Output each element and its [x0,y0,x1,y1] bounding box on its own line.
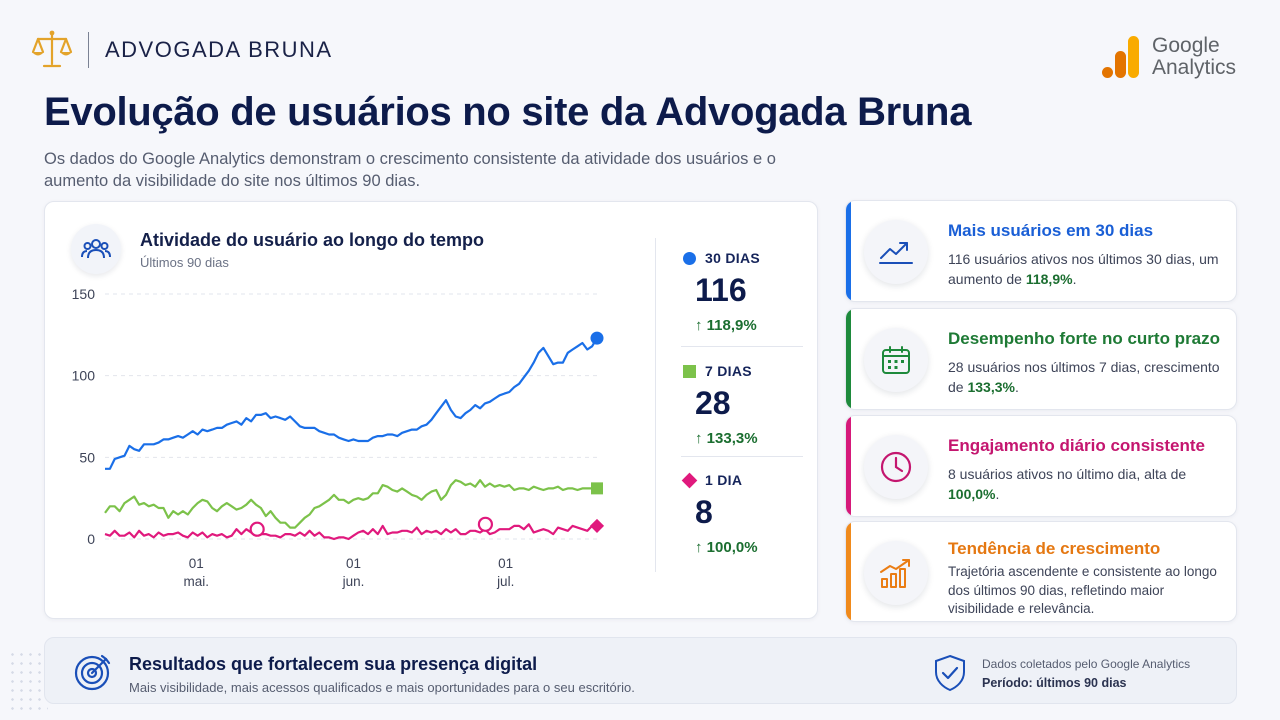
kpi-value: 116 [695,272,747,308]
y-tick-label: 50 [79,449,95,465]
calendar-icon [864,328,928,392]
highlight-point [477,516,494,532]
insight-text: 8 usuários ativos no último dia, alta de… [948,464,1228,504]
y-tick-label: 0 [87,531,95,547]
insight-title: Tendência de crescimento [948,539,1161,558]
insight-text: Trajetória ascendente e consistente ao l… [948,564,1217,616]
kpi-change: ↑ 100,0% [695,539,758,556]
kpi-separator [681,346,803,347]
insight-highlight: 118,9% [1025,271,1073,287]
line-chart: 0 50 100 150 01 mai. 01 jun. 01 jul. [72,286,605,589]
brand-header: ADVOGADA BRUNA [30,28,333,72]
clock-icon [864,435,928,499]
kpi-value: 28 [695,385,731,421]
page-subtitle: Os dados do Google Analytics demonstram … [44,150,776,190]
end-point-30-dias [590,331,604,345]
series-line-30-dias [105,337,598,470]
insight-title: Engajamento diário consistente [948,436,1205,455]
insight-body: 28 usuários nos últimos 7 dias, crescime… [948,359,1220,395]
kpi-label: 1 DIA [705,472,743,488]
insight-end: . [1014,379,1019,395]
target-icon [74,654,111,691]
trend-up-icon [864,220,928,284]
y-tick-label: 100 [72,368,96,384]
kpi-value: 8 [695,494,713,530]
kpi-label: 30 DIAS [705,250,761,266]
kpi-separator [681,456,803,457]
google-analytics-logo: Google Analytics [1100,34,1236,80]
decorative-dots [8,650,48,710]
data-period: Período: últimos 90 dias [982,676,1127,690]
kpi-change: ↑ 118,9% [695,317,757,334]
x-tick-label: mai. [184,574,210,589]
ga-logo-line1: Google [1152,34,1220,57]
accent-bar [846,201,851,301]
series-line-1-dia [104,523,597,541]
brand-name: ADVOGADA BRUNA [105,37,333,62]
y-tick-label: 150 [72,286,96,302]
insight-highlight: 100,0% [948,486,996,502]
chart-subtitle: Últimos 90 dias [140,255,229,270]
kpi-label: 7 DIAS [705,363,752,379]
accent-bar [846,309,851,409]
insight-end: . [995,486,1000,502]
kpi-1-dia: 1 DIA 8 ↑ 100,0% [681,472,805,556]
insight-end: . [1072,271,1077,287]
insight-title: Desempenho forte no curto prazo [948,329,1221,348]
x-tick-label: jun. [342,574,365,589]
page-title: Evolução de usuários no site da Advogada… [44,90,972,134]
insight-title: Mais usuários em 30 dias [948,221,1154,240]
kpi-30-dias: 30 DIAS 116 ↑ 118,9% [683,250,805,334]
insight-card-30-dias: Mais usuários em 30 dias 116 usuários at… [845,200,1237,302]
shield-check-icon [935,654,965,692]
data-source: Dados coletados pelo Google Analytics [982,657,1191,671]
footer-banner: Resultados que fortalecem sua presença d… [44,637,1237,704]
insight-card-tendencia: Tendência de crescimento Trajetória asce… [845,521,1237,622]
bar-growth-icon [864,541,928,605]
insight-highlight: 133,3% [967,379,1015,395]
x-tick-label: 01 [498,556,513,571]
footer-text: Mais visibilidade, mais acessos qualific… [129,680,635,695]
users-icon [71,224,121,274]
scales-of-justice-icon [31,30,73,68]
chart-title: Atividade do usuário ao longo do tempo [140,230,485,250]
brand-divider [88,32,89,68]
series-line-7-dias [104,479,597,529]
insight-card-7-dias: Desempenho forte no curto prazo 28 usuár… [845,308,1237,410]
insight-text: 28 usuários nos últimos 7 dias, crescime… [948,357,1228,397]
diamond-marker-icon [681,472,698,488]
analytics-bars-icon [1102,36,1139,78]
end-point-7-dias [591,482,603,495]
x-tick-label: 01 [189,556,204,571]
insight-text: 116 usuários ativos nos últimos 30 dias,… [948,249,1228,289]
chart-card: Atividade do usuário ao longo do tempo Ú… [44,201,818,619]
end-point-1-dia [589,518,605,534]
kpi-divider [655,238,656,572]
footer-title: Resultados que fortalecem sua presença d… [129,654,538,674]
x-tick-label: jul. [496,574,514,589]
insight-card-1-dia: Engajamento diário consistente 8 usuário… [845,415,1237,517]
insight-body: 8 usuários ativos no último dia, alta de [948,466,1187,482]
accent-bar [846,416,851,516]
circle-marker-icon [683,251,696,265]
x-tick-label: 01 [346,556,361,571]
insight-body: 116 usuários ativos nos últimos 30 dias,… [948,251,1219,287]
kpi-change: ↑ 133,3% [695,430,758,447]
square-marker-icon [683,364,696,378]
highlight-point [249,521,265,537]
kpi-7-dias: 7 DIAS 28 ↑ 133,3% [683,363,805,447]
accent-bar [846,522,851,621]
ga-logo-line2: Analytics [1152,56,1237,79]
